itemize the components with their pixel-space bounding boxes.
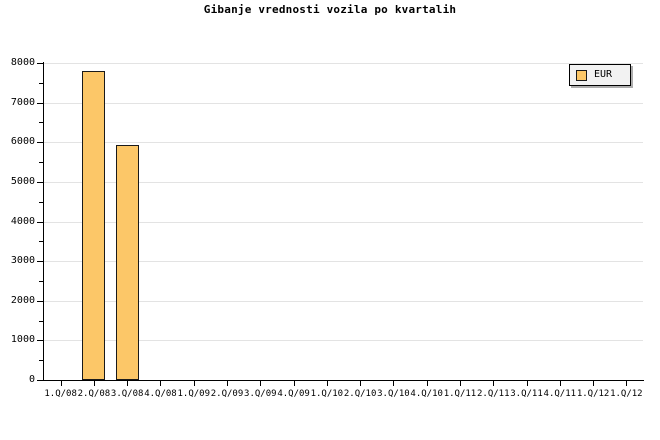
y-axis-label: 7000 xyxy=(10,96,35,108)
y-axis-tick xyxy=(37,300,44,302)
legend-swatch-eur xyxy=(576,69,587,81)
x-axis-label: 1.Q/11 xyxy=(443,389,477,399)
y-axis-label: 1000 xyxy=(10,334,35,346)
x-axis-label: 1.Q/08 xyxy=(44,389,77,399)
x-axis-label: 3.Q/09 xyxy=(244,389,277,399)
x-axis-tick xyxy=(560,381,561,386)
gridline xyxy=(44,221,643,223)
gridline xyxy=(44,340,643,342)
x-axis-label: 1.Q/12 xyxy=(610,389,643,399)
legend-label-eur: EUR xyxy=(594,69,613,80)
bar[interactable] xyxy=(115,145,139,380)
gridline xyxy=(44,300,643,302)
x-axis-label: 4.Q/08 xyxy=(144,389,177,399)
gridline xyxy=(44,63,643,64)
x-axis-line xyxy=(43,380,644,381)
x-axis-label: 2.Q/10 xyxy=(343,389,377,399)
gridline xyxy=(44,102,643,104)
y-axis-label: 3000 xyxy=(10,255,35,267)
y-axis-label: 5000 xyxy=(10,175,35,187)
x-axis-label: 2.Q/08 xyxy=(77,389,111,399)
x-axis-tick xyxy=(460,381,461,386)
x-axis-tick xyxy=(227,381,228,386)
x-axis-tick xyxy=(427,381,428,386)
chart-legend[interactable]: EUR xyxy=(569,64,631,86)
x-axis-label: 1.Q/12 xyxy=(576,389,610,399)
x-axis-label: 1.Q/10 xyxy=(310,389,344,399)
y-axis-minor-tick xyxy=(39,162,44,164)
x-axis-tick xyxy=(160,381,161,386)
x-axis-label: 1.Q/09 xyxy=(177,389,210,399)
x-axis-tick xyxy=(294,381,295,386)
y-axis-minor-tick xyxy=(39,201,44,203)
y-axis-tick xyxy=(37,63,44,64)
x-axis-tick xyxy=(493,381,494,386)
x-axis-tick xyxy=(61,381,62,386)
plot-area xyxy=(44,63,643,380)
bar[interactable] xyxy=(82,70,106,380)
x-axis-tick xyxy=(360,381,361,386)
x-axis-tick xyxy=(327,381,328,386)
y-axis-label: 2000 xyxy=(10,294,35,306)
y-axis-label: 4000 xyxy=(10,215,35,227)
y-axis-minor-tick xyxy=(39,82,44,84)
y-axis-minor-tick xyxy=(39,241,44,243)
y-axis-tick xyxy=(37,142,44,144)
y-axis-tick xyxy=(37,181,44,183)
x-axis-tick xyxy=(527,381,528,386)
x-axis-tick xyxy=(593,381,594,386)
y-axis-tick xyxy=(37,221,44,223)
x-axis-label: 4.Q/10 xyxy=(410,389,443,399)
x-axis-label: 4.Q/09 xyxy=(277,389,310,399)
x-axis-label: 3.Q/10 xyxy=(377,389,410,399)
chart-title: Gibanje vrednosti vozila po kvartalih xyxy=(203,3,457,16)
y-axis-tick xyxy=(37,340,44,342)
y-axis-tick xyxy=(37,261,44,263)
y-axis-label: 0 xyxy=(28,374,35,385)
x-axis-tick xyxy=(127,381,128,386)
x-axis-label: 2.Q/09 xyxy=(210,389,244,399)
gridline xyxy=(44,181,643,183)
gridline xyxy=(44,261,643,263)
x-axis-tick xyxy=(194,381,195,386)
gridline xyxy=(44,142,643,144)
x-axis-tick xyxy=(94,381,95,386)
y-axis-minor-tick xyxy=(39,122,44,124)
x-axis-tick xyxy=(260,381,261,386)
x-axis-tick xyxy=(626,381,627,386)
x-axis-label: 3.Q/11 xyxy=(510,389,543,399)
y-axis-tick xyxy=(37,102,44,104)
x-axis-label: 2.Q/11 xyxy=(476,389,510,399)
x-axis-tick xyxy=(393,381,394,386)
y-axis-tick xyxy=(37,380,44,381)
y-axis-label: 6000 xyxy=(10,136,35,148)
x-axis-label: 3.Q/08 xyxy=(110,389,144,399)
y-axis-minor-tick xyxy=(39,320,44,322)
y-axis-label: 8000 xyxy=(10,57,35,68)
y-axis-minor-tick xyxy=(39,360,44,362)
y-axis-minor-tick xyxy=(39,280,44,282)
x-axis-label: 4.Q/11 xyxy=(543,389,577,399)
